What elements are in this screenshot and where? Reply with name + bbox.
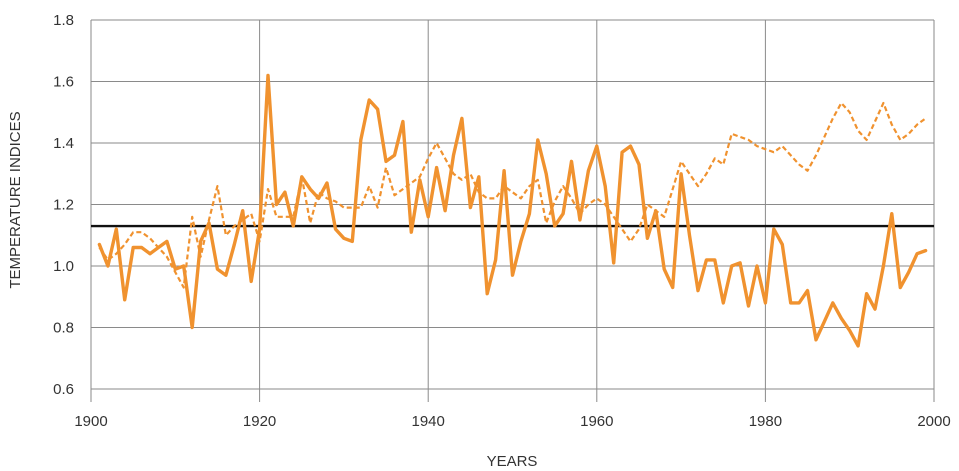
y-axis-title: TEMPERATURE INDICES bbox=[7, 111, 24, 288]
x-tick-labels: 1900 1920 1940 1960 1980 2000 bbox=[74, 413, 950, 430]
y-tick-labels: 0.6 0.8 1.0 1.2 1.4 1.6 1.8 bbox=[53, 12, 74, 398]
y-tick-label: 1.0 bbox=[53, 258, 74, 275]
x-axis-title: YEARS bbox=[487, 453, 538, 470]
solid-series-line bbox=[97, 73, 928, 348]
series-layer bbox=[97, 73, 928, 348]
y-tick-label: 1.8 bbox=[53, 12, 74, 29]
y-tick-label: 0.6 bbox=[53, 381, 74, 398]
x-tick-label: 1960 bbox=[580, 413, 613, 430]
y-tick-label: 0.8 bbox=[53, 320, 74, 337]
x-tick-label: 1900 bbox=[74, 413, 107, 430]
y-tick-label: 1.2 bbox=[53, 197, 74, 214]
x-tick-label: 1940 bbox=[412, 413, 445, 430]
x-tick-label: 1920 bbox=[243, 413, 276, 430]
y-tick-label: 1.6 bbox=[53, 74, 74, 91]
y-tick-label: 1.4 bbox=[53, 135, 74, 152]
x-tick-label: 2000 bbox=[917, 413, 950, 430]
grid bbox=[90, 19, 935, 402]
x-tick-label: 1980 bbox=[749, 413, 782, 430]
